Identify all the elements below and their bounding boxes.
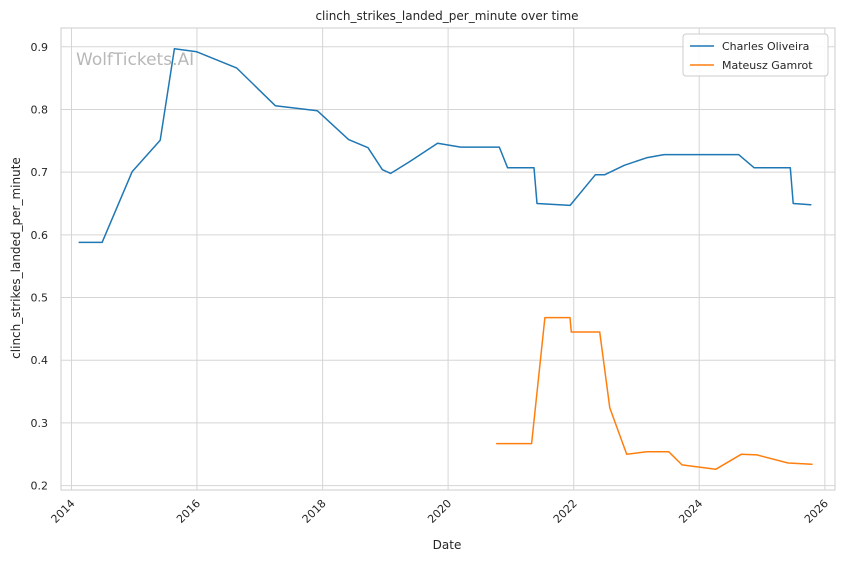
series-line-charles-oliveira (78, 47, 812, 244)
y-tick-label: 0.7 (31, 166, 49, 179)
legend-label: Charles Oliveira (722, 40, 809, 53)
y-tick-label: 0.2 (31, 480, 49, 493)
y-axis-label: clinch_strikes_landed_per_minute (9, 157, 23, 359)
y-tick-label: 0.8 (31, 103, 49, 116)
legend: Charles Oliveira Mateusz Gamrot (682, 33, 829, 77)
y-tick-label: 0.3 (31, 417, 49, 430)
series-lines (78, 47, 813, 471)
y-tick-label: 0.9 (31, 41, 49, 54)
y-tick-label: 0.5 (31, 292, 49, 305)
legend-box (682, 33, 829, 77)
plot-area: WolfTickets.AI (60, 27, 836, 491)
y-tick-label: 0.6 (31, 229, 49, 242)
y-tick-label: 0.4 (31, 354, 49, 367)
watermark-text: WolfTickets.AI (76, 50, 194, 70)
chart-title: clinch_strikes_landed_per_minute over ti… (315, 9, 578, 23)
legend-label: Mateusz Gamrot (722, 59, 813, 72)
x-axis-label: Date (433, 538, 462, 552)
x-gridlines (70, 28, 826, 490)
y-gridlines (61, 46, 835, 487)
y-axis-ticks: 0.2 0.3 0.4 0.5 0.6 0.7 0.8 0.9 (31, 41, 49, 493)
series-line-mateusz-gamrot (495, 316, 813, 471)
